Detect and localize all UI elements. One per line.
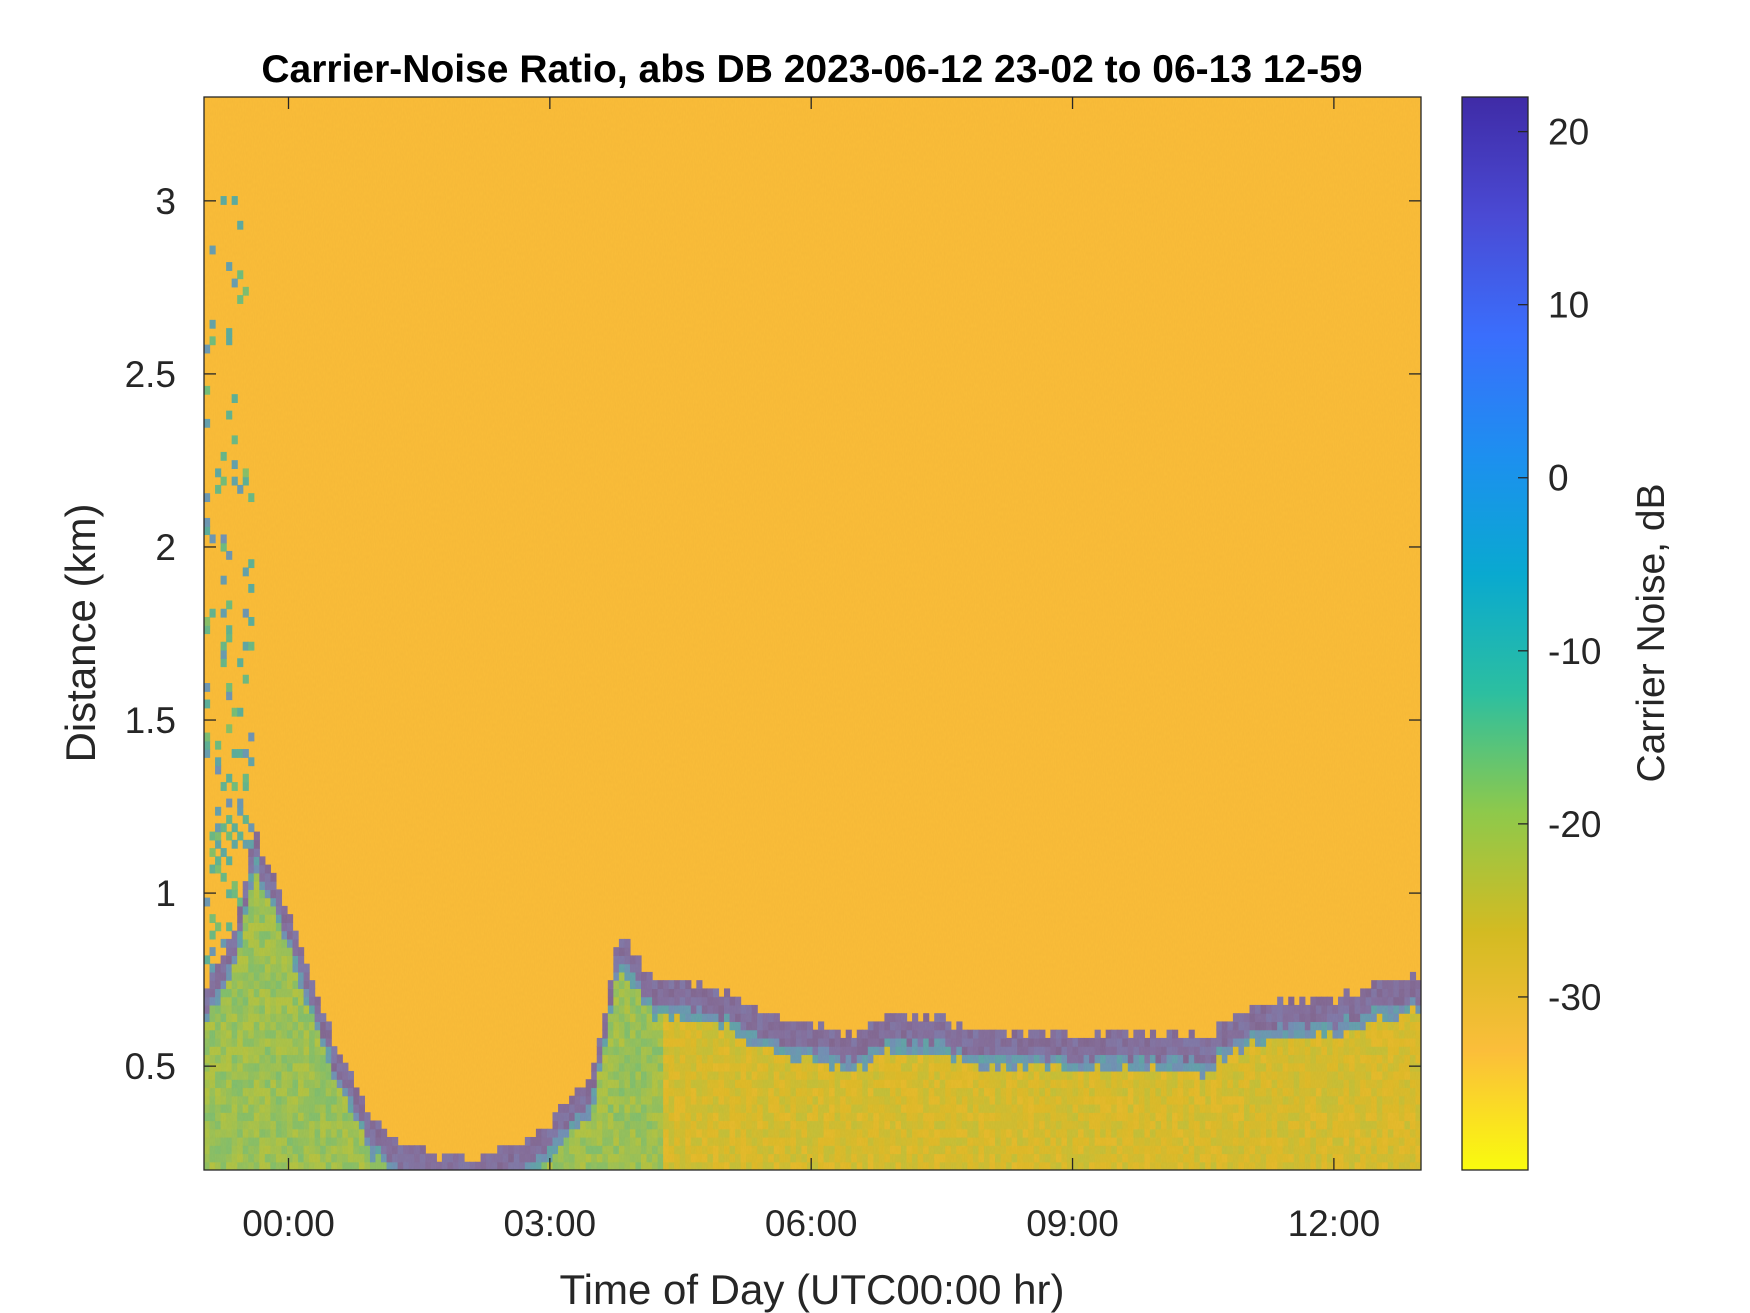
colorbar-tick-label: -20 bbox=[1548, 804, 1601, 845]
colorbar-bar bbox=[1461, 96, 1529, 1171]
colorbar: -30 -20 -10 0 10 20 Carrier Noise, dB bbox=[1461, 96, 1673, 1171]
y-tick-label: 2.5 bbox=[125, 354, 176, 395]
colorbar-tick-label: 20 bbox=[1548, 112, 1589, 153]
x-tick-label: 09:00 bbox=[1026, 1203, 1119, 1244]
colorbar-tick-label: -10 bbox=[1548, 631, 1601, 672]
colorbar-tick-label: -30 bbox=[1548, 977, 1601, 1018]
chart-title: Carrier-Noise Ratio, abs DB 2023-06-12 2… bbox=[261, 48, 1362, 91]
x-axis: 00:00 03:00 06:00 09:00 12:00 bbox=[242, 97, 1380, 1244]
y-tick-label: 2 bbox=[155, 527, 176, 568]
heatmap-speckle bbox=[204, 97, 1421, 1170]
y-axis-label: Distance (km) bbox=[57, 503, 104, 762]
colorbar-label: Carrier Noise, dB bbox=[1630, 483, 1673, 782]
colorbar-tick-label: 0 bbox=[1548, 458, 1569, 499]
colorbar-tick-label: 10 bbox=[1548, 285, 1589, 326]
y-tick-label: 3 bbox=[155, 181, 176, 222]
y-tick-label: 0.5 bbox=[125, 1046, 176, 1087]
plot-area bbox=[204, 97, 1421, 1170]
y-axis: 0.5 1 1.5 2 2.5 3 bbox=[125, 181, 1421, 1087]
x-axis-label: Time of Day (UTC00:00 hr) bbox=[560, 1266, 1065, 1313]
x-tick-label: 12:00 bbox=[1288, 1203, 1381, 1244]
colorbar-ticks: -30 -20 -10 0 10 20 bbox=[1518, 112, 1601, 1018]
x-tick-label: 00:00 bbox=[242, 1203, 335, 1244]
plot-frame bbox=[203, 96, 1422, 1171]
x-tick-label: 06:00 bbox=[765, 1203, 858, 1244]
y-tick-label: 1.5 bbox=[125, 700, 176, 741]
x-tick-label: 03:00 bbox=[504, 1203, 597, 1244]
y-tick-label: 1 bbox=[155, 873, 176, 914]
